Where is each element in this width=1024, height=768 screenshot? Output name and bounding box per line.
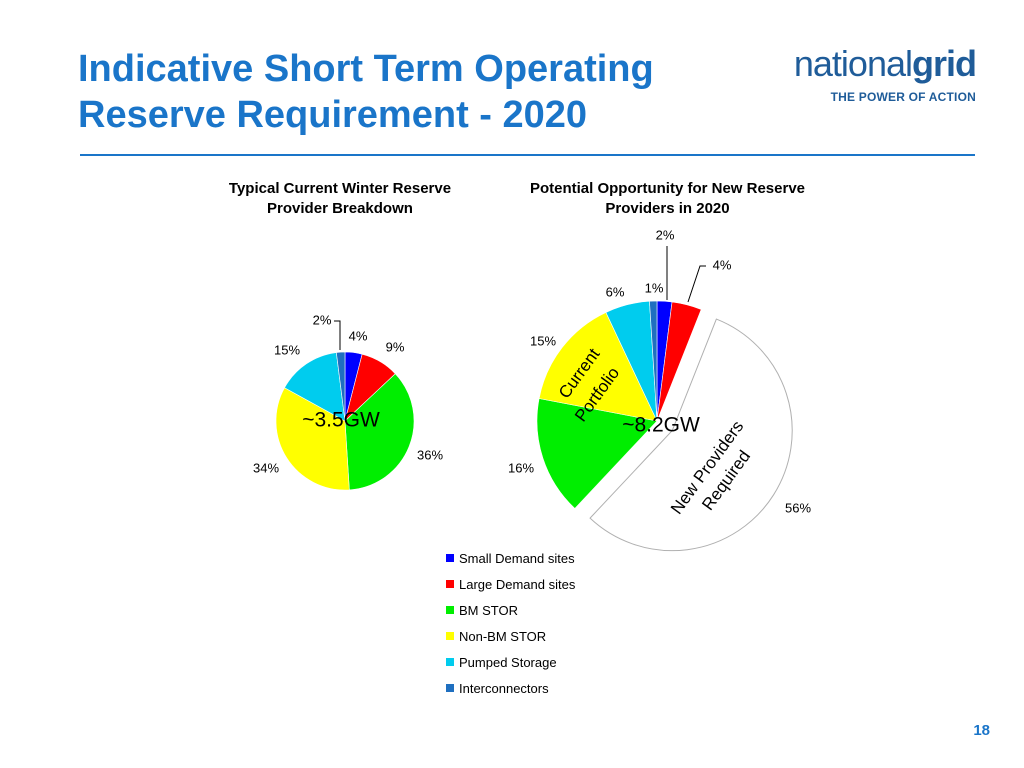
legend-label: Non-BM STOR bbox=[459, 628, 547, 644]
legend-item-interconnectors: Interconnectors bbox=[446, 675, 575, 701]
logo-wordmark: nationalgrid bbox=[766, 43, 977, 84]
pie1-leader-line bbox=[334, 320, 341, 350]
pie1-label-large-demand-sites: 9% bbox=[386, 339, 405, 354]
national-grid-logo: nationalgrid THE POWER OF ACTION bbox=[766, 43, 977, 105]
logo-bold-text: grid bbox=[912, 43, 977, 84]
legend-label: Small Demand sites bbox=[459, 550, 575, 566]
pie2-label-interconnectors: 1% bbox=[645, 280, 664, 295]
pie1-label-pumped-storage: 15% bbox=[274, 342, 300, 357]
slide-title: Indicative Short Term Operating Reserve … bbox=[78, 46, 718, 138]
legend-swatch bbox=[446, 632, 454, 640]
legend-item-pumped-storage: Pumped Storage bbox=[446, 649, 575, 675]
pie2-slice-non-bm-stor bbox=[538, 312, 658, 422]
pie2-label-non-bm-stor: 15% bbox=[530, 333, 556, 348]
pie1-slice-bm-stor bbox=[344, 373, 415, 491]
legend-label: Interconnectors bbox=[459, 680, 549, 696]
legend-item-large-demand-sites: Large Demand sites bbox=[446, 571, 575, 597]
pie2-slice-new-providers-required bbox=[589, 318, 793, 552]
legend-label: BM STOR bbox=[459, 602, 518, 618]
legend-label: Pumped Storage bbox=[459, 654, 557, 670]
chart2-title: Potential Opportunity for New Reserve Pr… bbox=[529, 180, 806, 217]
pie2-label-new-providers-required: 56% bbox=[785, 500, 811, 515]
legend-swatch bbox=[446, 606, 454, 614]
chart-legend: Small Demand sites Large Demand sites BM S… bbox=[446, 545, 575, 701]
legend-swatch bbox=[446, 580, 454, 588]
page-number: 18 bbox=[973, 722, 990, 739]
pie1-label-non-bm-stor: 34% bbox=[253, 460, 279, 475]
pie2-slice-interconnectors bbox=[649, 300, 658, 422]
pie1-label-interconnectors: 2% bbox=[313, 312, 332, 327]
pie1-label-bm-stor: 36% bbox=[417, 447, 443, 462]
pie2-slice-large-demand-sites bbox=[656, 301, 702, 422]
pie1-center-label: ~3.5GW bbox=[302, 409, 380, 432]
legend-swatch bbox=[446, 554, 454, 562]
slide-title-line1: Indicative Short Term Operating bbox=[78, 48, 654, 90]
legend-item-bm-stor: BM STOR bbox=[446, 597, 575, 623]
legend-swatch bbox=[446, 684, 454, 692]
pie2-label-pumped-storage: 6% bbox=[606, 284, 625, 299]
pie2-leader-large-demand bbox=[687, 265, 706, 303]
pie1-slice-pumped-storage bbox=[284, 352, 346, 422]
pie2-label-large-demand-sites: 4% bbox=[713, 257, 732, 272]
title-divider bbox=[80, 154, 975, 156]
pie2-label-bm-stor: 16% bbox=[508, 460, 534, 475]
logo-tagline: THE POWER OF ACTION bbox=[830, 90, 976, 104]
legend-item-non-bm-stor: Non-BM STOR bbox=[446, 623, 575, 649]
legend-swatch bbox=[446, 658, 454, 666]
slide-title-line2: Reserve Requirement - 2020 bbox=[78, 94, 588, 136]
legend-label: Large Demand sites bbox=[459, 576, 576, 592]
logo-light-text: national bbox=[793, 43, 913, 84]
legend-item-small-demand-sites: Small Demand sites bbox=[446, 545, 575, 571]
pie2-label-small-demand-sites: 2% bbox=[656, 227, 675, 242]
pie2-center-label: ~8.2GW bbox=[622, 414, 700, 437]
chart1-title: Typical Current Winter Reserve Provider … bbox=[228, 180, 452, 217]
pie1-slice-interconnectors bbox=[336, 351, 346, 422]
pie1-label-small-demand-sites: 4% bbox=[349, 328, 368, 343]
pie2-slice-bm-stor bbox=[536, 398, 658, 509]
